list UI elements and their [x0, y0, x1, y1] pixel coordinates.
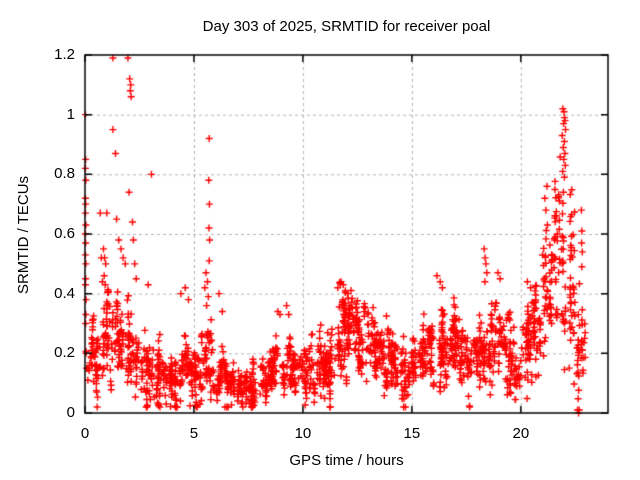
y-tick-label: 0.4 [54, 284, 75, 302]
x-axis-label: GPS time / hours [289, 452, 404, 469]
y-tick-label: 1 [66, 105, 75, 123]
x-tick-label: 15 [403, 425, 421, 442]
y-tick-label: 0.2 [54, 344, 75, 362]
x-tick-label: 0 [80, 425, 90, 442]
x-tick-label: 5 [189, 425, 199, 442]
x-tick-label: 20 [512, 425, 530, 442]
y-tick-label: 0.6 [54, 225, 75, 242]
y-tick-label: 0.8 [54, 165, 75, 183]
chart-title: Day 303 of 2025, SRMTID for receiver poa… [202, 18, 491, 35]
y-tick-label: 1.2 [54, 46, 75, 63]
y-tick-label: 0 [66, 404, 75, 421]
x-tick-label: 10 [294, 425, 312, 442]
